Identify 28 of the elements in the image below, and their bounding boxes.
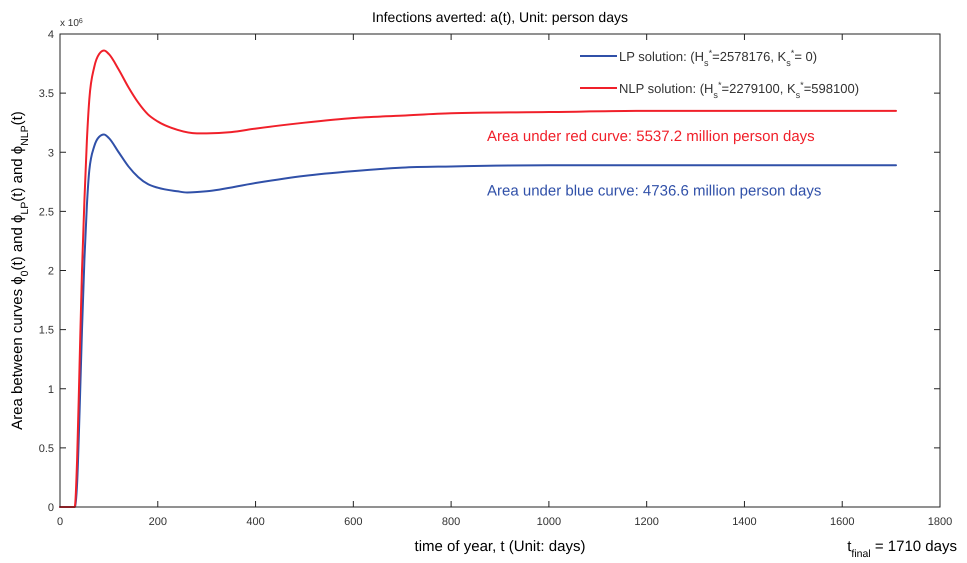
x-tick-label: 1200 xyxy=(634,516,659,528)
y-tick-label: 1 xyxy=(48,384,54,396)
y-tick-label: 1.5 xyxy=(38,324,54,337)
y-tick-label: 4 xyxy=(48,29,54,41)
text: x 10$^{6}$ xyxy=(60,18,83,29)
y-tick-label: 3 xyxy=(48,147,54,160)
text: t$_{final}$ = 1710 days xyxy=(847,538,957,560)
y-tick-label: 2 xyxy=(48,266,54,278)
y-tick-label: 3.5 xyxy=(38,88,54,100)
x-tick-label: 200 xyxy=(148,516,167,528)
x-tick-label: 800 xyxy=(442,516,460,528)
x-tick-label: 400 xyxy=(246,516,265,528)
legend-label: LP solution: (H$_{s}$$^{*}$=2578176, K$_{s}$$^{*}$= 0) xyxy=(619,48,818,68)
legend-label: NLP solution: (H$_{s}$$^{*}$=2279100, K$_{s}$$^{*}$=598100) xyxy=(619,80,860,100)
annotation: Area under red curve: 5537.2 million person days xyxy=(487,128,815,145)
x-tick-label: 0 xyxy=(56,516,64,528)
y-tick-label: 2.5 xyxy=(38,206,54,218)
x-tick-label: 1000 xyxy=(536,516,562,528)
chart-title: Infections averted: a(t), Unit: person days xyxy=(372,9,628,25)
x-tick-label: 600 xyxy=(344,516,363,528)
y-tick-label: 0.5 xyxy=(38,442,54,455)
x-tick-label: 1800 xyxy=(928,516,952,528)
line-series xyxy=(59,50,897,508)
x-tick-label: 1400 xyxy=(732,516,757,528)
x-tick-label: 1600 xyxy=(830,516,854,528)
annotation: Area under blue curve: 4736.6 million person days xyxy=(487,182,822,200)
x-axis-title: time of year, t (Unit: days) xyxy=(414,538,586,555)
y-tick-label: 0 xyxy=(48,502,54,514)
